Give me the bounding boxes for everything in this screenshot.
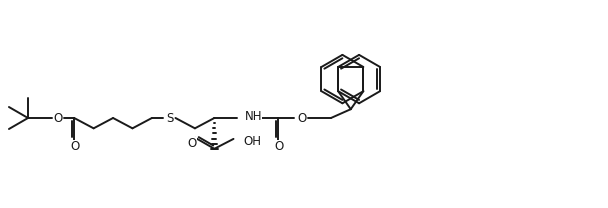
Text: O: O xyxy=(275,140,284,152)
Text: NH: NH xyxy=(245,110,263,124)
Text: S: S xyxy=(166,111,173,125)
Text: O: O xyxy=(54,111,63,125)
Text: O: O xyxy=(297,111,306,125)
Text: OH: OH xyxy=(243,135,261,148)
Text: O: O xyxy=(188,137,197,150)
Text: O: O xyxy=(71,140,80,152)
